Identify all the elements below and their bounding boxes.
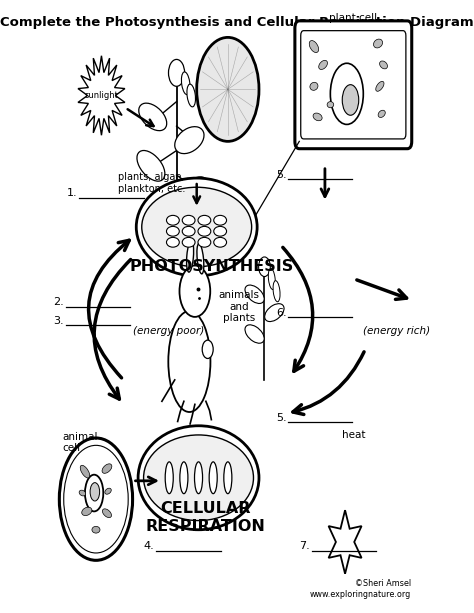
Text: 4.: 4. — [144, 541, 155, 551]
Ellipse shape — [166, 237, 179, 247]
Ellipse shape — [245, 325, 264, 343]
Ellipse shape — [182, 237, 195, 247]
Ellipse shape — [175, 127, 204, 154]
Circle shape — [197, 37, 259, 142]
Text: 7.: 7. — [300, 541, 310, 551]
Ellipse shape — [214, 226, 227, 236]
Ellipse shape — [90, 482, 100, 501]
Polygon shape — [78, 56, 125, 135]
Ellipse shape — [136, 178, 257, 276]
Text: CELLULAR
RESPIRATION: CELLULAR RESPIRATION — [146, 501, 266, 535]
FancyBboxPatch shape — [295, 21, 412, 149]
Ellipse shape — [380, 61, 387, 69]
Text: 5.: 5. — [276, 170, 286, 180]
Text: sunlight: sunlight — [84, 91, 118, 100]
Text: ©Sheri Amsel
www.exploringnature.org: ©Sheri Amsel www.exploringnature.org — [310, 579, 411, 599]
Ellipse shape — [376, 82, 384, 91]
Ellipse shape — [264, 303, 284, 322]
Ellipse shape — [197, 244, 204, 274]
Text: 5.: 5. — [276, 413, 286, 423]
Ellipse shape — [85, 474, 103, 511]
Ellipse shape — [187, 240, 194, 272]
Ellipse shape — [313, 113, 322, 121]
Text: animals
and
plants: animals and plants — [219, 290, 259, 323]
Text: 6.: 6. — [276, 308, 286, 318]
Ellipse shape — [268, 268, 275, 289]
Ellipse shape — [182, 215, 195, 225]
Circle shape — [202, 340, 213, 359]
Ellipse shape — [138, 426, 259, 530]
Ellipse shape — [187, 84, 195, 107]
Ellipse shape — [374, 39, 383, 48]
Text: plant cell: plant cell — [329, 13, 377, 23]
FancyBboxPatch shape — [301, 31, 406, 139]
Text: PHOTOSYNTHESIS: PHOTOSYNTHESIS — [129, 259, 293, 274]
Ellipse shape — [79, 490, 86, 496]
Ellipse shape — [273, 281, 280, 302]
Circle shape — [59, 438, 133, 560]
Ellipse shape — [82, 507, 92, 516]
Ellipse shape — [166, 215, 179, 225]
Ellipse shape — [224, 462, 232, 493]
Text: 3.: 3. — [54, 316, 64, 326]
Text: plants, algae,
plankton, etc.: plants, algae, plankton, etc. — [118, 172, 185, 194]
Ellipse shape — [182, 177, 208, 204]
Circle shape — [168, 59, 184, 86]
Ellipse shape — [214, 237, 227, 247]
Ellipse shape — [245, 285, 264, 303]
Circle shape — [259, 257, 270, 276]
Circle shape — [64, 445, 128, 553]
Ellipse shape — [198, 226, 211, 236]
Ellipse shape — [342, 85, 359, 115]
Ellipse shape — [214, 215, 227, 225]
Ellipse shape — [378, 110, 385, 118]
Ellipse shape — [182, 226, 195, 236]
Ellipse shape — [137, 151, 165, 181]
Ellipse shape — [310, 82, 318, 90]
Text: (energy poor): (energy poor) — [133, 326, 204, 336]
Text: Complete the Photosynthesis and Cellular Respiration Diagram: Complete the Photosynthesis and Cellular… — [0, 16, 474, 29]
Ellipse shape — [102, 464, 112, 473]
Text: (energy rich): (energy rich) — [364, 326, 430, 336]
Ellipse shape — [209, 462, 217, 493]
Ellipse shape — [194, 462, 202, 493]
Ellipse shape — [309, 40, 319, 53]
Ellipse shape — [182, 72, 190, 94]
Ellipse shape — [180, 462, 188, 493]
Ellipse shape — [92, 527, 100, 533]
Text: 2.: 2. — [54, 297, 64, 307]
Ellipse shape — [166, 226, 179, 236]
Ellipse shape — [168, 311, 210, 412]
Polygon shape — [328, 510, 362, 574]
Ellipse shape — [102, 509, 111, 517]
Ellipse shape — [165, 462, 173, 493]
Text: 1.: 1. — [67, 188, 78, 199]
Ellipse shape — [139, 103, 167, 131]
Ellipse shape — [327, 102, 334, 108]
Circle shape — [180, 265, 210, 317]
Ellipse shape — [198, 215, 211, 225]
Ellipse shape — [330, 63, 363, 124]
Text: animal
cell: animal cell — [62, 432, 97, 454]
Ellipse shape — [198, 237, 211, 247]
Ellipse shape — [142, 187, 252, 267]
Ellipse shape — [105, 488, 111, 494]
Ellipse shape — [80, 465, 90, 478]
Ellipse shape — [319, 60, 328, 69]
Ellipse shape — [144, 435, 254, 520]
Text: heat: heat — [343, 430, 366, 440]
